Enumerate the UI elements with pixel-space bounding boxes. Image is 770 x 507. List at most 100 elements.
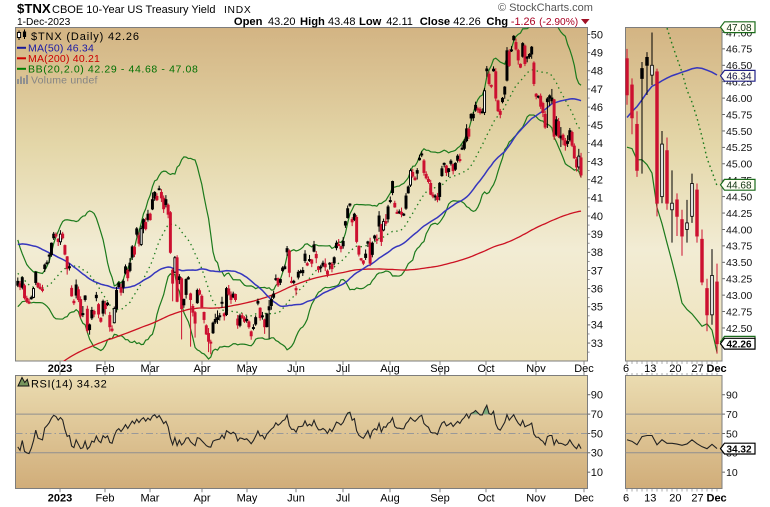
svg-text:45.75: 45.75 xyxy=(726,109,752,121)
svg-text:Nov: Nov xyxy=(526,492,546,504)
svg-text:39: 39 xyxy=(591,229,603,241)
svg-text:90: 90 xyxy=(591,390,603,402)
svg-text:Jul: Jul xyxy=(336,492,350,504)
svg-text:Sep: Sep xyxy=(430,363,450,375)
svg-text:47: 47 xyxy=(591,84,603,96)
svg-text:BB(20,2.0) 42.29 - 44.68 - 47.: BB(20,2.0) 42.29 - 44.68 - 47.08 xyxy=(28,63,198,75)
svg-text:20: 20 xyxy=(669,363,681,375)
svg-text:May: May xyxy=(237,363,258,375)
svg-text:20: 20 xyxy=(669,492,681,504)
svg-text:Nov: Nov xyxy=(526,363,546,375)
svg-text:43.48: 43.48 xyxy=(328,16,356,28)
svg-text:34: 34 xyxy=(591,320,603,332)
svg-text:RSI(14) 34.32: RSI(14) 34.32 xyxy=(31,378,107,390)
svg-text:Close: Close xyxy=(420,16,450,28)
svg-text:44.00: 44.00 xyxy=(726,224,752,236)
svg-text:Dec: Dec xyxy=(707,363,727,375)
svg-text:6: 6 xyxy=(623,492,629,504)
svg-text:43.00: 43.00 xyxy=(726,290,752,302)
svg-text:44.25: 44.25 xyxy=(726,208,752,220)
svg-text:2023: 2023 xyxy=(48,363,72,375)
svg-text:High: High xyxy=(300,16,325,28)
svg-text:47.08: 47.08 xyxy=(727,23,752,34)
svg-text:Oct: Oct xyxy=(477,363,494,375)
svg-text:43.20: 43.20 xyxy=(268,16,296,28)
svg-text:Chg: Chg xyxy=(486,16,508,28)
svg-text:30: 30 xyxy=(591,448,603,460)
svg-text:36: 36 xyxy=(591,283,603,295)
svg-text:46.50: 46.50 xyxy=(726,60,752,72)
svg-text:INDX: INDX xyxy=(224,5,251,16)
svg-text:50: 50 xyxy=(591,428,603,440)
svg-text:50: 50 xyxy=(726,428,738,440)
svg-text:13: 13 xyxy=(644,363,656,375)
svg-text:2023: 2023 xyxy=(48,492,72,504)
svg-text:35: 35 xyxy=(591,302,603,314)
svg-text:Dec: Dec xyxy=(574,363,594,375)
svg-text:MA(200) 40.21: MA(200) 40.21 xyxy=(28,53,100,65)
svg-text:Mar: Mar xyxy=(141,363,160,375)
svg-text:41: 41 xyxy=(591,193,603,205)
svg-text:Apr: Apr xyxy=(193,492,210,504)
svg-text:42: 42 xyxy=(591,175,603,187)
svg-text:46.34: 46.34 xyxy=(727,72,752,83)
svg-text:10: 10 xyxy=(591,467,603,479)
svg-text:43.25: 43.25 xyxy=(726,274,752,286)
svg-text:1-Dec-2023: 1-Dec-2023 xyxy=(17,17,71,28)
svg-text:42.75: 42.75 xyxy=(726,306,752,318)
svg-text:40: 40 xyxy=(591,211,603,223)
svg-text:45.25: 45.25 xyxy=(726,142,752,154)
svg-text:45: 45 xyxy=(591,120,603,132)
svg-text:Aug: Aug xyxy=(380,363,400,375)
svg-text:44: 44 xyxy=(591,138,603,150)
svg-text:42.11: 42.11 xyxy=(386,16,413,28)
svg-text:34.32: 34.32 xyxy=(727,444,752,455)
svg-text:27: 27 xyxy=(691,492,703,504)
svg-text:© StockCharts.com: © StockCharts.com xyxy=(498,2,593,14)
svg-text:38: 38 xyxy=(591,247,603,259)
svg-text:MA(50) 46.34: MA(50) 46.34 xyxy=(28,42,94,54)
svg-text:37: 37 xyxy=(591,265,603,277)
svg-text:Dec: Dec xyxy=(574,492,594,504)
svg-text:43.75: 43.75 xyxy=(726,241,752,253)
svg-text:Volume undef: Volume undef xyxy=(31,74,98,86)
svg-text:48: 48 xyxy=(591,66,603,78)
svg-text:27: 27 xyxy=(691,363,703,375)
svg-text:44.50: 44.50 xyxy=(726,191,752,203)
svg-text:43: 43 xyxy=(591,156,603,168)
svg-text:May: May xyxy=(237,492,258,504)
svg-text:45.50: 45.50 xyxy=(726,126,752,138)
svg-text:Jun: Jun xyxy=(287,492,305,504)
svg-text:Feb: Feb xyxy=(96,492,115,504)
svg-text:Aug: Aug xyxy=(380,492,400,504)
svg-text:CBOE 10-Year US Treasury Yield: CBOE 10-Year US Treasury Yield xyxy=(52,4,215,16)
svg-text:46.00: 46.00 xyxy=(726,93,752,105)
svg-text:42.26: 42.26 xyxy=(727,339,752,350)
svg-text:46.75: 46.75 xyxy=(726,44,752,56)
svg-text:Jul: Jul xyxy=(336,363,350,375)
svg-text:Open: Open xyxy=(234,16,263,28)
svg-text:44.68: 44.68 xyxy=(727,181,752,192)
svg-text:13: 13 xyxy=(644,492,656,504)
svg-text:Sep: Sep xyxy=(430,492,450,504)
svg-text:$TNX (Daily) 42.26: $TNX (Daily) 42.26 xyxy=(31,31,140,43)
svg-text:6: 6 xyxy=(623,363,629,375)
svg-text:33: 33 xyxy=(591,338,603,350)
svg-text:70: 70 xyxy=(726,409,738,421)
svg-text:(-2.90%): (-2.90%) xyxy=(539,17,578,28)
svg-text:Mar: Mar xyxy=(141,492,160,504)
svg-text:45.00: 45.00 xyxy=(726,159,752,171)
svg-text:Oct: Oct xyxy=(477,492,494,504)
svg-text:50: 50 xyxy=(591,29,603,41)
svg-text:49: 49 xyxy=(591,47,603,59)
svg-text:43.50: 43.50 xyxy=(726,257,752,269)
svg-text:Dec: Dec xyxy=(707,492,727,504)
svg-text:Low: Low xyxy=(359,16,382,28)
svg-text:Feb: Feb xyxy=(96,363,115,375)
svg-text:10: 10 xyxy=(726,467,738,479)
svg-text:90: 90 xyxy=(726,390,738,402)
svg-text:70: 70 xyxy=(591,409,603,421)
svg-text:$TNX: $TNX xyxy=(17,1,51,16)
svg-text:-1.26: -1.26 xyxy=(511,16,536,28)
svg-text:42.26: 42.26 xyxy=(453,16,481,28)
